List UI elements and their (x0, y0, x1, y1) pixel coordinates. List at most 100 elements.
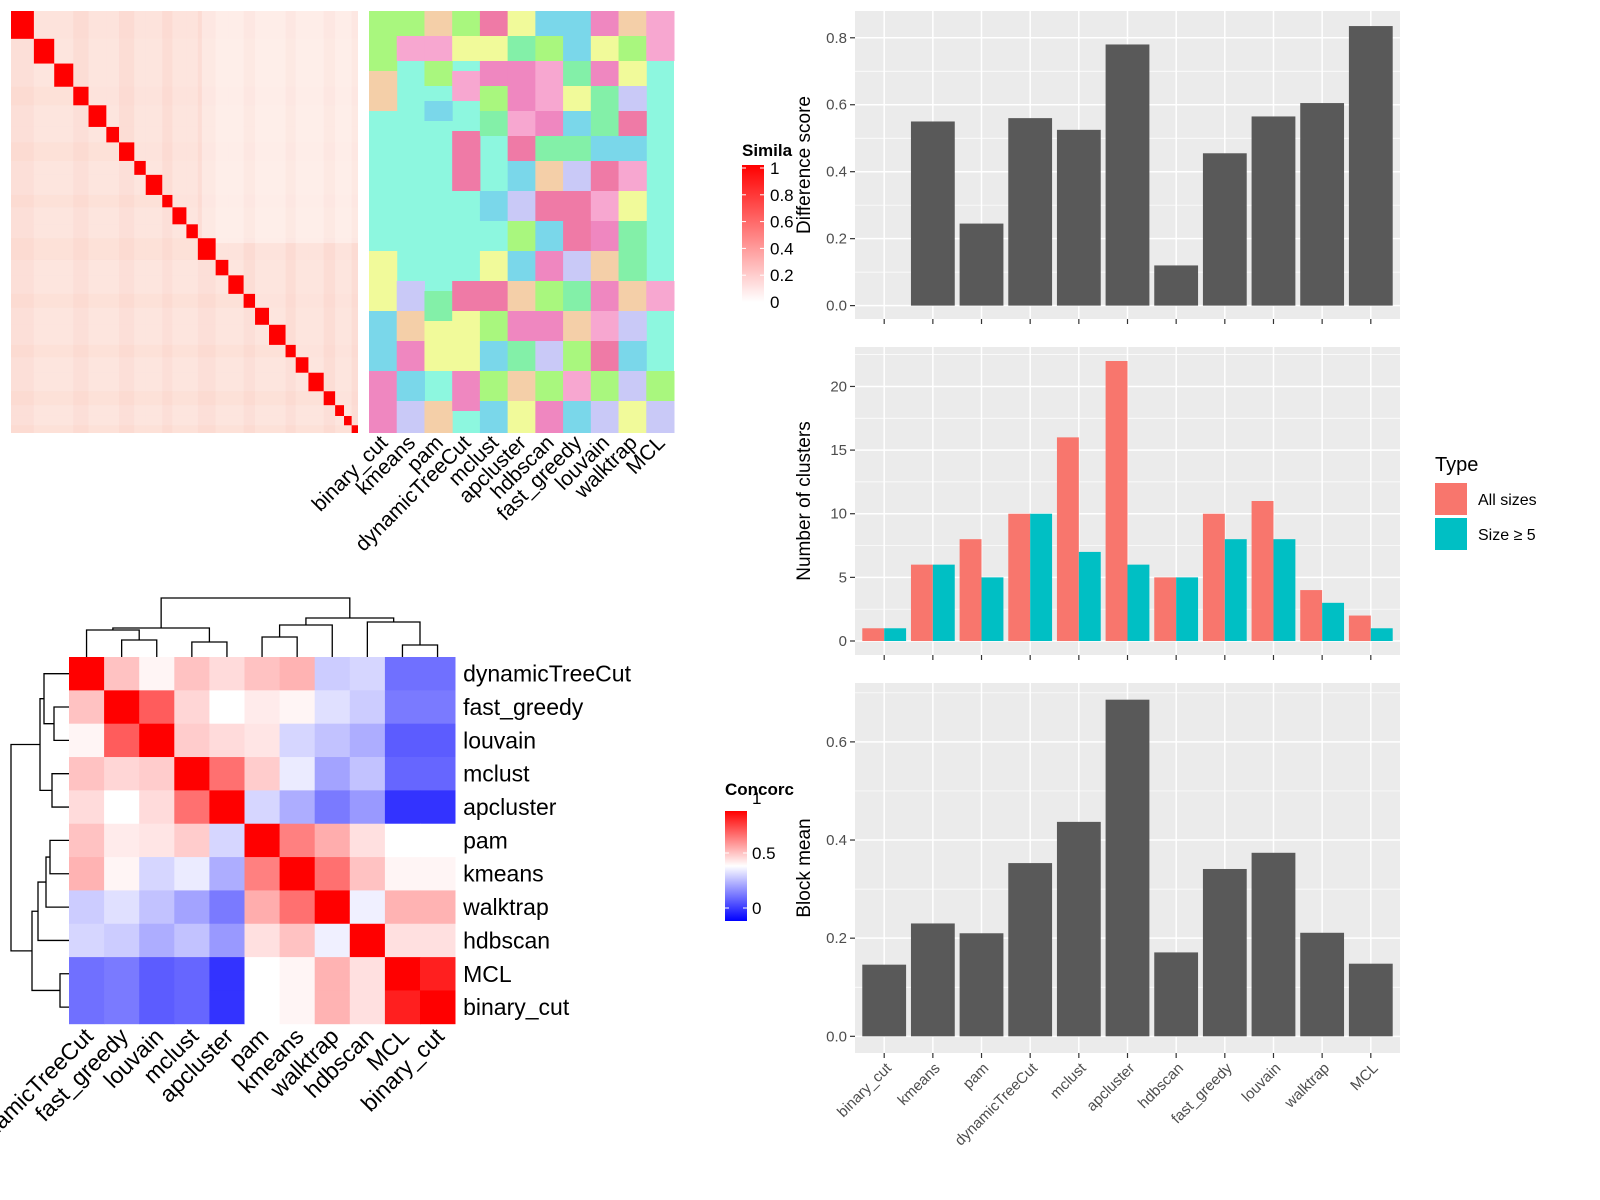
bar (1322, 602, 1345, 641)
concordance-cell (104, 823, 140, 858)
membership-cell (590, 191, 620, 221)
dendrogram-branch (401, 644, 439, 657)
membership-cell (507, 61, 536, 86)
membership-cell (563, 136, 592, 161)
x-tick-label: binary_cut (834, 1059, 896, 1121)
concordance-cell (69, 790, 105, 825)
membership-cell (590, 311, 620, 341)
x-tick-label: apcluster (1083, 1060, 1138, 1115)
concordance-cells (69, 657, 456, 1025)
concordance-row-label: MCL (463, 961, 512, 987)
concordance-cell (420, 690, 456, 725)
concordance-cell (349, 923, 386, 958)
concordance-cell (244, 923, 280, 958)
membership-cell (563, 86, 592, 111)
membership-cell (590, 161, 620, 191)
x-tick-label: walktrap (1281, 1060, 1333, 1112)
membership-cell (507, 251, 536, 281)
concordance-cell (314, 923, 351, 958)
membership-cell (507, 341, 536, 371)
concordance-cell (384, 857, 421, 891)
similarity-column-band (243, 11, 256, 433)
concordance-cell (244, 890, 280, 925)
y-tick-label: 10 (830, 506, 847, 523)
concordance-cell (139, 890, 175, 925)
membership-cell (563, 161, 592, 191)
membership-cell (563, 191, 592, 221)
concordance-cell (104, 657, 140, 691)
concordance-cell (384, 990, 421, 1025)
membership-cell (396, 371, 425, 401)
concordance-cell (384, 957, 421, 991)
similarity-row-band (11, 405, 358, 416)
similarity-diagonal-block (33, 38, 55, 64)
membership-cell (618, 36, 647, 61)
membership-cell (424, 291, 453, 321)
concordance-cell (174, 823, 210, 858)
similarity-diagonal-block (285, 344, 296, 358)
membership-cell (535, 371, 564, 401)
similarity-legend-ticks: 1 0.8 0.6 0.4 0.2 0 (742, 159, 794, 312)
legend-label: All sizes (1478, 492, 1537, 509)
concordance-cell (209, 723, 245, 758)
membership-cell (563, 251, 592, 281)
concordance-cell (104, 690, 140, 725)
concordance-cell (279, 657, 316, 691)
bar (1348, 26, 1393, 306)
similarity-column-band (11, 11, 34, 433)
concordance-cell (420, 657, 456, 691)
y-tick-label: 15 (830, 442, 847, 459)
similarity-diagonal-block (255, 307, 270, 325)
bar (959, 223, 1004, 306)
concordance-cell (209, 757, 245, 791)
concordance-cell (209, 990, 245, 1025)
concordance-cell (69, 823, 105, 858)
concordance-cell (384, 723, 421, 758)
bar (1300, 590, 1323, 641)
similarity-column-band (197, 11, 216, 433)
concordance-cell (104, 923, 140, 958)
membership-cell (563, 111, 592, 136)
similarity-column-band (145, 11, 163, 433)
similarity-column-band (308, 11, 324, 433)
similarity-column-band (295, 11, 309, 433)
y-tick-label: 0.6 (826, 734, 847, 751)
membership-cell (590, 251, 620, 281)
membership-cell (563, 36, 592, 61)
membership-cell (590, 111, 620, 136)
membership-cell (535, 136, 564, 161)
membership-cell (424, 61, 453, 86)
membership-cell (535, 251, 564, 281)
concordance-cell (384, 923, 421, 958)
similarity-diagonal-block (145, 174, 163, 195)
membership-cell (424, 401, 453, 433)
bar (1348, 963, 1393, 1037)
membership-cell (535, 161, 564, 191)
concordance-cell (384, 657, 421, 691)
x-tick-label: mclust (1047, 1059, 1090, 1102)
concordance-cell (139, 657, 175, 691)
membership-cell (646, 11, 675, 36)
membership-cell (507, 136, 536, 161)
concordance-cell (279, 890, 316, 925)
concordance-cell (244, 857, 280, 891)
membership-cell (452, 311, 481, 371)
concordance-row-label: mclust (463, 761, 530, 787)
membership-cell (535, 86, 564, 111)
concordance-cell (314, 657, 351, 691)
y-tick-label: 0.6 (826, 97, 847, 114)
bar (959, 539, 982, 641)
membership-cell (618, 251, 647, 281)
legend-title: Type (1435, 454, 1478, 476)
bar-chart-panel: 0.0 0.2 0.4 0.6 0.8 Difference score (794, 11, 1400, 324)
concordance-column-labels: dynamicTreeCutfast_greedylouvainmclustap… (0, 1023, 450, 1161)
concordance-cell (384, 790, 421, 825)
concordance-cell (420, 757, 456, 791)
dendrogram-root (10, 743, 40, 952)
similarity-matrix (11, 11, 358, 433)
concordance-cell (174, 657, 210, 691)
x-tick-label: MCL (1347, 1060, 1381, 1094)
concordance-cell (69, 757, 105, 791)
membership-cell (479, 191, 509, 221)
